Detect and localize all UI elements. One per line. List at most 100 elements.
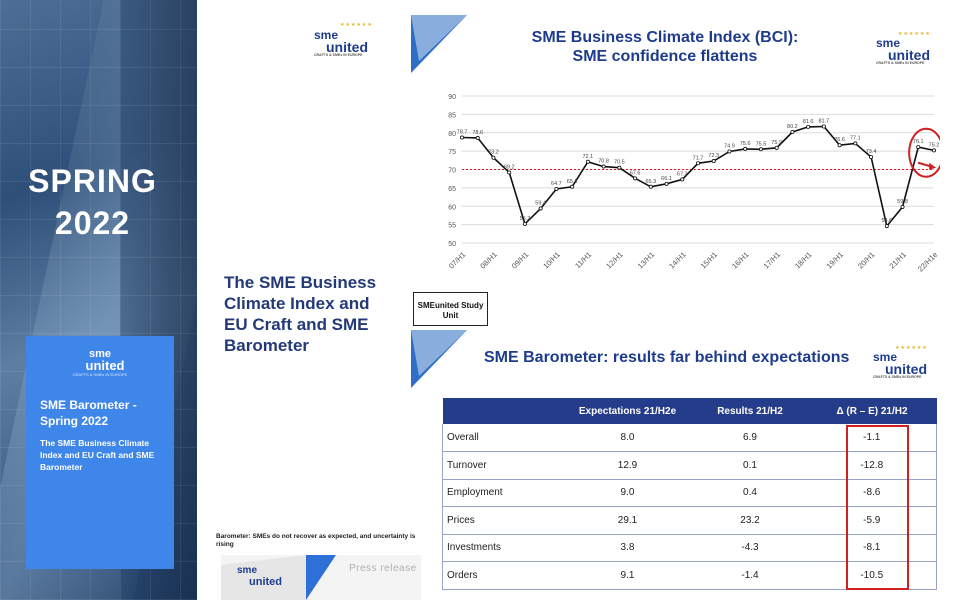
- cell-expectations: 8.0: [562, 424, 693, 452]
- data-point: [585, 159, 590, 164]
- data-label: 54.6: [881, 218, 892, 224]
- x-tick-label: 16/H1: [730, 250, 751, 271]
- data-point: [758, 147, 763, 152]
- table-row: Turnover 12.9 0.1 -12.8: [442, 451, 937, 480]
- data-point: [869, 155, 874, 160]
- x-tick-label: 12/H1: [604, 250, 625, 271]
- trend-arrow-head-icon: [929, 162, 937, 170]
- data-point: [648, 184, 653, 189]
- cell-label: Investments: [442, 534, 563, 562]
- barometer-table-title: SME Barometer: results far behind expect…: [484, 349, 850, 366]
- table-row: Orders 9.1 -1.4 -10.5: [442, 561, 937, 590]
- cell-delta: -8.1: [807, 534, 937, 562]
- x-tick-label: 20/H1: [856, 250, 877, 271]
- page-title: The SME Business Climate Index and EU Cr…: [224, 273, 377, 355]
- table-row: Investments 3.8 -4.3 -8.1: [442, 534, 937, 562]
- cell-label: Turnover: [442, 451, 563, 480]
- cell-label: Employment: [442, 479, 563, 507]
- data-label: 59.4: [535, 200, 546, 206]
- data-point: [837, 143, 842, 148]
- smeunited-logo-table: sme united CRAFTS & SMEs IN EUROPE: [873, 350, 927, 379]
- data-label: 71.7: [693, 155, 704, 161]
- data-point: [570, 184, 575, 189]
- x-tick-label: 08/H1: [478, 250, 499, 271]
- data-point: [475, 135, 480, 140]
- x-tick-label: 09/H1: [510, 250, 531, 271]
- data-point: [538, 206, 543, 211]
- data-point: [491, 155, 496, 160]
- data-label: 74.9: [724, 143, 735, 149]
- x-tick-label: 21/H1: [887, 250, 908, 271]
- cell-delta: -12.8: [807, 451, 937, 480]
- cell-delta: -10.5: [807, 561, 937, 590]
- y-tick-label: 55: [448, 223, 456, 230]
- data-point: [932, 148, 937, 153]
- data-point: [601, 164, 606, 169]
- header-expectations: Expectations 21/H2e: [562, 398, 693, 424]
- data-point: [884, 224, 889, 229]
- data-point: [617, 165, 622, 170]
- data-point: [774, 145, 779, 150]
- data-label: 76.6: [834, 137, 845, 143]
- data-point: [727, 149, 732, 154]
- table-header-row: Expectations 21/H2e Results 21/H2 Δ (R –…: [442, 398, 937, 424]
- data-label: 69.2: [504, 164, 515, 170]
- data-point: [507, 170, 512, 175]
- data-label: 75.9: [771, 140, 782, 146]
- y-tick-label: 90: [448, 94, 456, 101]
- data-label: 78.7: [457, 130, 468, 136]
- x-tick-label: 14/H1: [667, 250, 688, 271]
- header-results: Results 21/H2: [692, 398, 808, 424]
- card-title: SME Barometer - Spring 2022: [40, 398, 137, 428]
- data-label: 66.1: [661, 176, 672, 182]
- data-point: [916, 145, 921, 150]
- header-label: [442, 398, 563, 424]
- data-point: [900, 204, 905, 209]
- data-label: 65.3: [567, 179, 578, 185]
- study-unit-label: SMEunited Study Unit: [413, 292, 488, 326]
- data-point: [806, 124, 811, 129]
- series-line: [461, 125, 935, 228]
- table-row: Overall 8.0 6.9 -1.1: [442, 424, 937, 452]
- cell-results: -4.3: [692, 534, 808, 562]
- data-point: [680, 177, 685, 182]
- cell-expectations: 9.0: [562, 479, 693, 507]
- card-subtitle: The SME Business Climate Index and EU Cr…: [40, 438, 155, 472]
- data-label: 81.6: [803, 119, 814, 125]
- data-label: 73.4: [866, 149, 877, 155]
- data-label: 72.3: [708, 153, 719, 159]
- data-label: 78.6: [472, 130, 483, 136]
- bci-chart-title: SME Business Climate Index (BCI): SME co…: [531, 29, 799, 65]
- smeunited-logo: sme united CRAFTS & SMEs IN EUROPE: [72, 348, 128, 377]
- cell-results: 23.2: [692, 506, 808, 535]
- cover-title: SPRING 2022: [0, 160, 185, 244]
- press-blue-triangle: [306, 555, 336, 600]
- x-tick-label: 18/H1: [793, 250, 814, 271]
- press-release-footer: sme united Press release: [221, 555, 421, 600]
- cover-panel: SPRING 2022 sme united CRAFTS & SMEs IN …: [0, 0, 197, 600]
- cell-delta: -8.6: [807, 479, 937, 507]
- x-tick-label: 15/H1: [699, 250, 720, 271]
- data-label: 80.2: [787, 124, 798, 130]
- cell-label: Overall: [442, 424, 563, 452]
- cell-results: -1.4: [692, 561, 808, 590]
- data-point: [522, 221, 527, 226]
- data-label: 73.2: [488, 150, 499, 156]
- y-tick-label: 50: [448, 241, 456, 248]
- header-delta: Δ (R – E) 21/H2: [807, 398, 937, 424]
- cell-delta: -1.1: [807, 424, 937, 452]
- x-tick-label: 10/H1: [541, 250, 562, 271]
- cover-card: sme united CRAFTS & SMEs IN EUROPE SME B…: [26, 336, 174, 569]
- data-label: 59.8: [897, 199, 908, 205]
- corner-triangle-top: [411, 15, 467, 73]
- data-label: 70.8: [598, 159, 609, 165]
- eu-stars-icon: ★★★★★★: [898, 31, 931, 37]
- data-label: 67.6: [630, 170, 641, 176]
- data-label: 65.3: [645, 179, 656, 185]
- cover-title-line1: SPRING: [28, 163, 157, 199]
- data-point: [821, 124, 826, 129]
- data-point: [554, 186, 559, 191]
- y-tick-label: 70: [448, 168, 456, 175]
- smeunited-logo-chart: sme united CRAFTS & SMEs IN EUROPE: [876, 36, 930, 65]
- cover-title-line2: 2022: [54, 205, 131, 241]
